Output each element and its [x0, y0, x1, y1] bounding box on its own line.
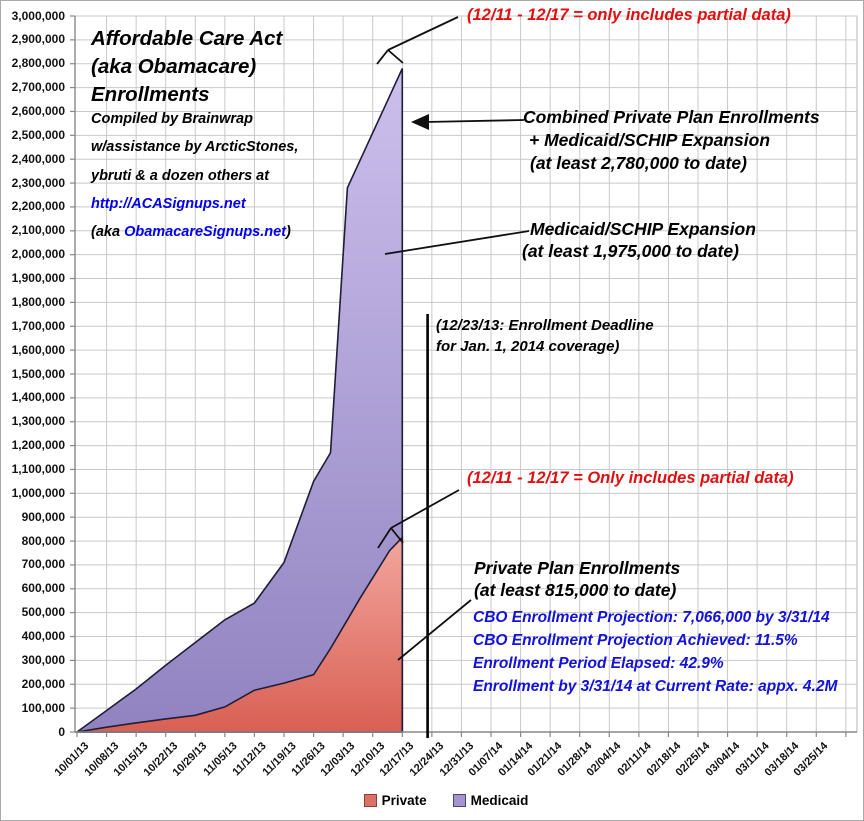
obamacaresignups-link[interactable]: ObamacareSignups.net: [124, 224, 287, 240]
cbo-achieved-stat: CBO Enrollment Projection Achieved: 11.5…: [473, 632, 798, 649]
medicaid-callout-line-2: (at least 1,975,000 to date): [522, 241, 739, 261]
y-axis-label: 1,600,000: [11, 342, 65, 357]
y-axis-label: 2,600,000: [11, 103, 65, 118]
y-axis-label: 1,500,000: [11, 366, 65, 381]
y-axis-label: 2,300,000: [11, 175, 65, 190]
y-axis-label: 200,000: [21, 676, 65, 691]
combined-callout-line-3: (at least 2,780,000 to date): [530, 153, 747, 173]
y-axis-label: 1,800,000: [11, 294, 65, 309]
chart-title-line-1: Affordable Care Act: [91, 27, 283, 50]
partial-data-note-bottom: (12/11 - 12/17 = Only includes partial d…: [467, 469, 794, 487]
y-axis-label: 400,000: [21, 629, 65, 644]
current-rate-stat: Enrollment by 3/31/14 at Current Rate: a…: [473, 678, 838, 695]
combined-callout-line-1: Combined Private Plan Enrollments: [523, 107, 820, 127]
y-axis-label: 800,000: [21, 533, 65, 548]
y-axis-label: 100,000: [21, 700, 65, 715]
credits-line-3: ybruti & a dozen others at: [91, 168, 270, 184]
legend-item-private: Private: [363, 793, 427, 808]
credits-line-1: Compiled by Brainwrap: [91, 111, 253, 127]
credits-line-5-suffix: ): [286, 224, 291, 240]
medicaid-series-swatch-icon: [452, 794, 466, 807]
combined-callout-line-2: + Medicaid/SCHIP Expansion: [529, 130, 771, 150]
y-axis-label: 2,900,000: [11, 32, 65, 47]
period-elapsed-stat: Enrollment Period Elapsed: 42.9%: [473, 655, 724, 672]
chart-title-line-3: Enrollments: [91, 83, 210, 106]
combined-arrowhead-icon: [411, 114, 429, 130]
y-axis-label: 1,200,000: [11, 438, 65, 453]
y-axis-label: 300,000: [21, 652, 65, 667]
y-axis-label: 1,000,000: [11, 485, 65, 500]
y-axis-label: 3,000,000: [11, 8, 65, 23]
y-axis-label: 1,400,000: [11, 390, 65, 405]
y-axis-label: 0: [58, 724, 65, 739]
y-axis-label: 2,400,000: [11, 151, 65, 166]
y-axis-label: 900,000: [21, 509, 65, 524]
deadline-note-line-1: (12/23/13: Enrollment Deadline: [436, 317, 654, 334]
y-axis-label: 1,900,000: [11, 271, 65, 286]
credits-line-2: w/assistance by ArcticStones,: [91, 139, 299, 155]
chart-title-line-2: (aka Obamacare): [91, 55, 257, 78]
legend-label-private: Private: [381, 793, 427, 808]
acasignups-link[interactable]: http://ACASignups.net: [91, 196, 246, 212]
legend-label-medicaid: Medicaid: [470, 793, 529, 808]
private-callout-line-1: Private Plan Enrollments: [474, 558, 681, 578]
y-axis-label: 1,300,000: [11, 414, 65, 429]
y-axis-label: 500,000: [21, 605, 65, 620]
legend-item-medicaid: Medicaid: [452, 793, 529, 808]
y-axis-label: 2,100,000: [11, 223, 65, 238]
y-axis-label: 1,700,000: [11, 318, 65, 333]
y-axis-label: 2,500,000: [11, 127, 65, 142]
y-axis-label: 2,200,000: [11, 199, 65, 214]
y-axis-label: 2,700,000: [11, 80, 65, 95]
partial-data-note-top: (12/11 - 12/17 = only includes partial d…: [467, 6, 791, 24]
y-axis-label: 2,000,000: [11, 247, 65, 262]
y-axis-label: 700,000: [21, 557, 65, 572]
chart-legend: Private Medicaid: [15, 793, 863, 808]
y-axis-label: 2,800,000: [11, 56, 65, 71]
private-series-swatch-icon: [363, 794, 377, 807]
credits-line-5-prefix: (aka: [91, 224, 125, 240]
cbo-projection-stat: CBO Enrollment Projection: 7,066,000 by …: [473, 609, 830, 626]
credits-line-5: (aka ObamacareSignups.net): [91, 224, 291, 240]
y-axis-label: 1,100,000: [11, 461, 65, 476]
medicaid-callout-line-1: Medicaid/SCHIP Expansion: [530, 219, 756, 239]
private-callout-line-2: (at least 815,000 to date): [474, 580, 677, 600]
y-axis-label: 600,000: [21, 581, 65, 596]
deadline-note-line-2: for Jan. 1, 2014 coverage): [436, 338, 620, 355]
